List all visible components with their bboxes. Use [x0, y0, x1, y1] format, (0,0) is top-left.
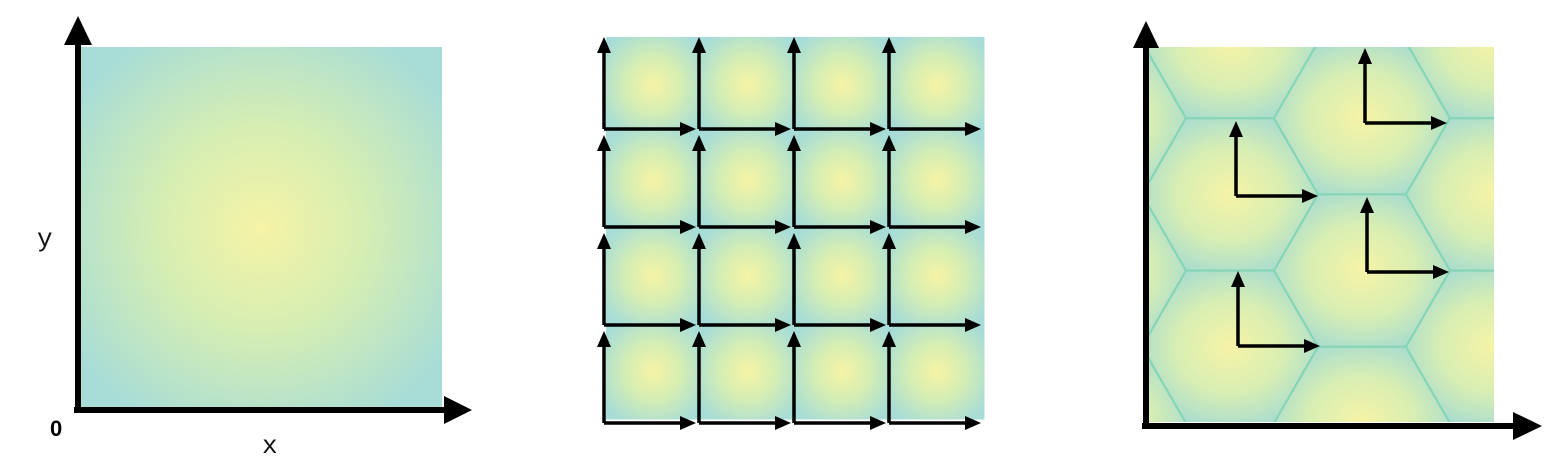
- hex-tile: [1274, 0, 1450, 42]
- square-tile: [795, 37, 890, 133]
- hex-up-arrow: [1229, 121, 1243, 196]
- hex-tile: [1149, 204, 1188, 337]
- hex-tile: [1538, 194, 1557, 346]
- square-tile: [700, 132, 796, 229]
- right-arrow: [604, 122, 696, 136]
- square-tile: [606, 37, 701, 133]
- right-arrow: [889, 220, 981, 234]
- up-arrow: [692, 37, 706, 129]
- up-arrow: [787, 233, 801, 325]
- square-tile: [700, 228, 796, 324]
- up-arrow: [692, 331, 706, 423]
- hex-up-arrow: [1231, 271, 1245, 346]
- hex-right-arrow: [1367, 265, 1449, 279]
- y-axis: [64, 16, 92, 412]
- right-arrow: [889, 122, 981, 136]
- square-tile: [700, 323, 796, 420]
- hex-tile: [1538, 347, 1557, 458]
- hex-tile: [1538, 0, 1557, 42]
- right-arrow: [604, 318, 696, 332]
- right-arrow: [604, 220, 696, 234]
- right-arrow: [699, 122, 791, 136]
- right-arrow: [889, 416, 981, 430]
- up-arrow: [882, 135, 896, 227]
- up-arrow: [882, 331, 896, 423]
- square-tile: [889, 228, 985, 324]
- up-arrow: [787, 331, 801, 423]
- hex-tile: [1010, 0, 1186, 42]
- hex-right-arrow: [1236, 189, 1318, 203]
- square-tile: [889, 37, 985, 133]
- right-arrow: [699, 318, 791, 332]
- hex-tile: [1538, 42, 1557, 194]
- up-arrow: [597, 37, 611, 129]
- hex-tile: [1407, 47, 1494, 120]
- y-axis-label: y: [37, 224, 53, 254]
- square-tile: [606, 228, 701, 324]
- hex-up-arrow: [1360, 197, 1374, 272]
- up-arrow: [787, 135, 801, 227]
- right-arrow: [794, 220, 886, 234]
- right-arrow: [794, 416, 886, 430]
- hex-right-arrow: [1365, 116, 1447, 130]
- up-arrow: [787, 37, 801, 129]
- square-tile-grid: [606, 37, 985, 420]
- square-tile: [889, 323, 985, 420]
- hex-up-arrow: [1358, 48, 1372, 123]
- hex-y-axis: [1133, 21, 1159, 428]
- hex-x-axis: [1142, 412, 1542, 440]
- square-tile: [700, 37, 796, 133]
- up-arrow: [692, 135, 706, 227]
- hex-tile: [1404, 269, 1494, 422]
- square-tile: [606, 323, 701, 420]
- square-tile: [795, 323, 890, 420]
- hex-tiling-panel: [1010, 0, 1557, 458]
- hex-tile: [1149, 52, 1188, 185]
- up-arrow: [597, 233, 611, 325]
- right-arrow: [794, 122, 886, 136]
- right-arrow: [604, 416, 696, 430]
- up-arrow: [597, 135, 611, 227]
- hex-tile: [1149, 356, 1187, 422]
- square-tile: [795, 228, 890, 324]
- hex-tile: [1404, 117, 1494, 272]
- square-tile: [889, 132, 985, 229]
- hex-right-arrow: [1238, 339, 1320, 353]
- square-tile: [795, 132, 890, 229]
- right-arrow: [889, 318, 981, 332]
- single-tile: [80, 47, 442, 409]
- square-tiling-panel: [597, 37, 985, 430]
- hex-lattice-arrows: [1229, 48, 1449, 353]
- up-arrow: [882, 233, 896, 325]
- origin-label: 0: [50, 416, 62, 441]
- x-axis: [74, 396, 472, 424]
- right-arrow: [699, 416, 791, 430]
- right-arrow: [699, 220, 791, 234]
- single-tile-panel: 0 x y: [37, 16, 472, 458]
- x-axis-label: x: [262, 431, 278, 458]
- up-arrow: [692, 233, 706, 325]
- square-lattice-arrows: [597, 37, 981, 430]
- hex-tile-grid: [1010, 0, 1557, 458]
- up-arrow: [597, 331, 611, 423]
- square-tile: [606, 132, 701, 229]
- up-arrow: [882, 37, 896, 129]
- right-arrow: [794, 318, 886, 332]
